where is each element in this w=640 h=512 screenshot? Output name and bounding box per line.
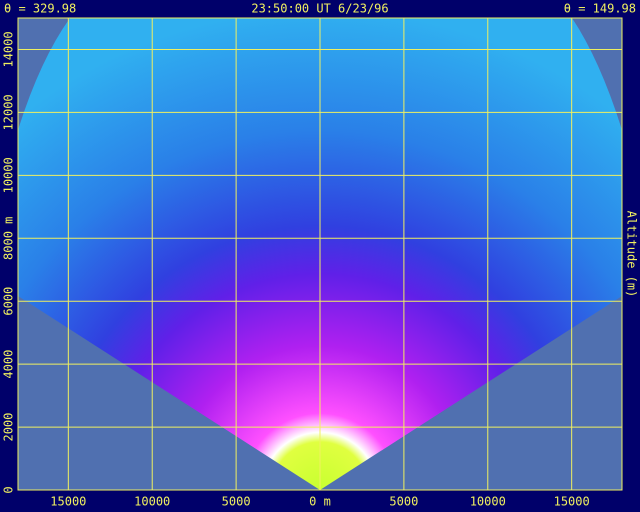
y-tick-label: 0 xyxy=(2,486,16,493)
y-tick-label: 12000 xyxy=(2,94,16,130)
y-tick-label: 2000 xyxy=(2,413,16,442)
x-tick-label: 5000 xyxy=(389,495,418,509)
y-tick-label: 6000 xyxy=(2,287,16,316)
y-tick-label: 14000 xyxy=(2,31,16,67)
x-tick-label: 15000 xyxy=(554,495,590,509)
y-tick-label: 8000 m xyxy=(2,217,16,260)
x-tick-label: 5000 xyxy=(222,495,251,509)
plot-frame xyxy=(17,17,623,491)
y-axis-label: Altitude (m) xyxy=(625,211,639,298)
x-tick-label: 10000 xyxy=(134,495,170,509)
header-right: θ = 149.98 xyxy=(564,2,636,16)
x-tick-label: 10000 xyxy=(470,495,506,509)
x-tick-label: 15000 xyxy=(50,495,86,509)
y-tick-label: 4000 xyxy=(2,350,16,379)
x-tick-label: 0 m xyxy=(309,495,331,509)
header-center: 23:50:00 UT 6/23/96 xyxy=(251,2,388,16)
y-tick-label: 10000 xyxy=(2,157,16,193)
header-left: θ = 329.98 xyxy=(4,2,76,16)
